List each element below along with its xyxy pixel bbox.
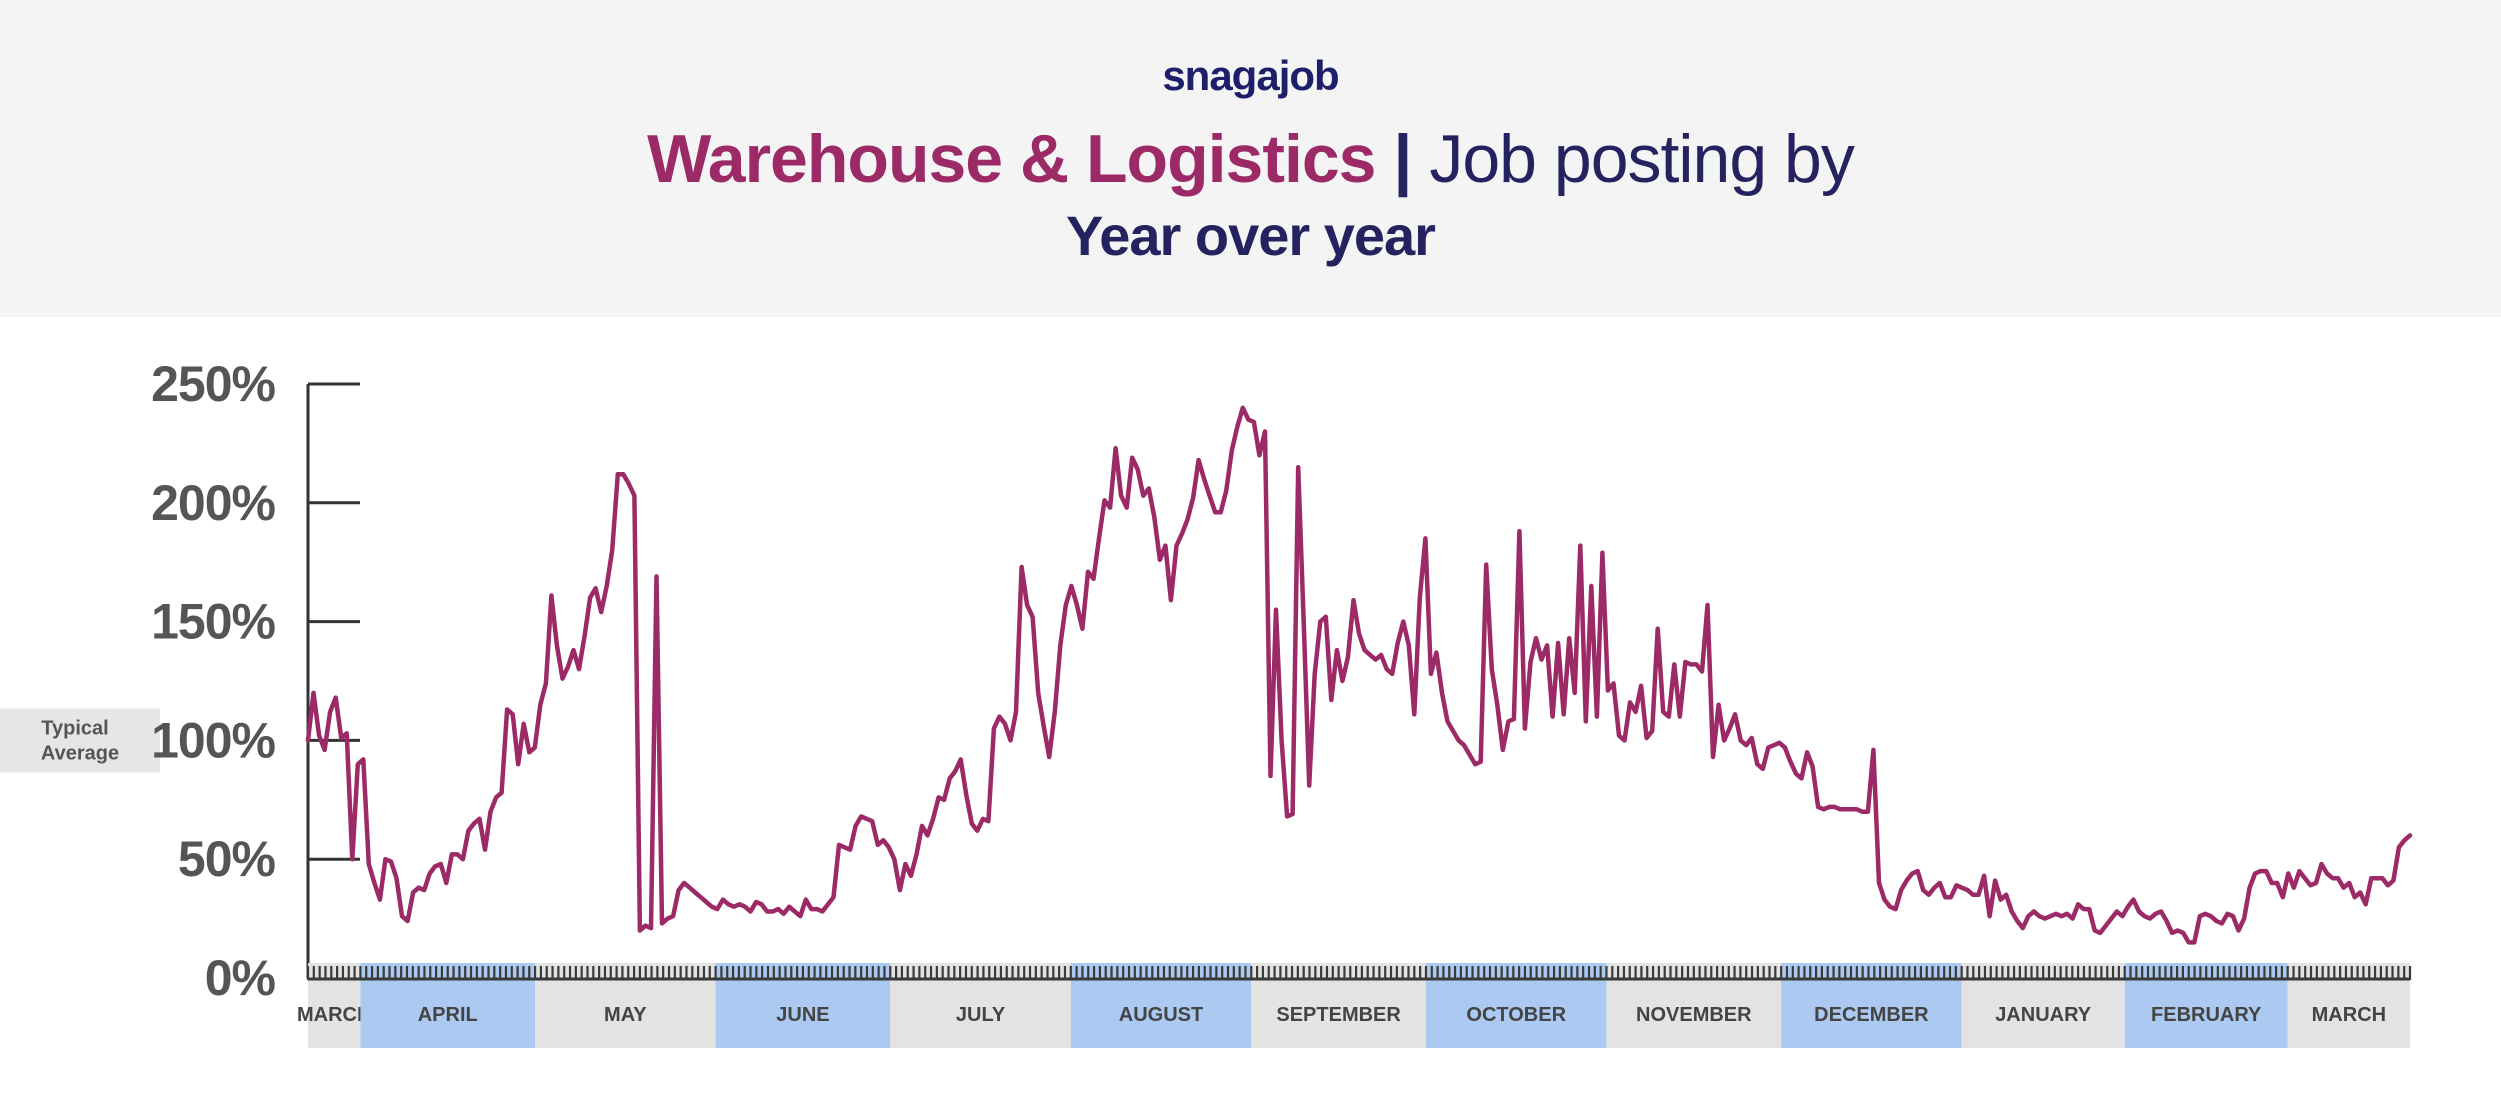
y-tick-label: 0% xyxy=(205,950,276,1006)
month-label: MARCH xyxy=(297,1004,371,1026)
month-label: FEBRUARY xyxy=(2151,1004,2262,1026)
typical-average-label-line1: Typical xyxy=(41,717,108,739)
month-label: JANUARY xyxy=(1995,1004,2092,1026)
page-subtitle: Year over year xyxy=(1066,204,1436,267)
y-tick-label: 150% xyxy=(151,594,275,650)
header-banner: snagajob Warehouse & Logistics | Job pos… xyxy=(0,0,2501,317)
page-title: Warehouse & Logistics | Job posting by xyxy=(0,120,2501,198)
series-line xyxy=(305,405,2413,945)
snagajob-logo: snagajob xyxy=(1162,52,1339,99)
y-tick-label: 50% xyxy=(178,831,276,887)
month-label: JUNE xyxy=(776,1004,829,1026)
y-tick-label: 250% xyxy=(151,356,275,412)
title-separator: | xyxy=(1393,121,1412,197)
typical-average-box xyxy=(0,708,160,773)
title-rest: Job posting by xyxy=(1429,121,1855,197)
month-label: JULY xyxy=(956,1004,1006,1026)
month-label: NOVEMBER xyxy=(1636,1004,1752,1026)
month-label: MAY xyxy=(604,1004,647,1026)
month-label: AUGUST xyxy=(1119,1004,1203,1026)
y-tick-label: 100% xyxy=(151,712,275,768)
y-tick-label: 200% xyxy=(151,475,275,531)
title-industry: Warehouse & Logistics xyxy=(647,121,1376,197)
month-label: SEPTEMBER xyxy=(1276,1004,1401,1026)
month-label: MARCH xyxy=(2312,1004,2386,1026)
month-label: APRIL xyxy=(418,1004,478,1026)
typical-average-label-line2: Average xyxy=(41,742,119,764)
month-label: OCTOBER xyxy=(1466,1004,1566,1026)
month-label: DECEMBER xyxy=(1814,1004,1929,1026)
month-band xyxy=(308,963,361,1048)
month-band xyxy=(2287,963,2410,1048)
